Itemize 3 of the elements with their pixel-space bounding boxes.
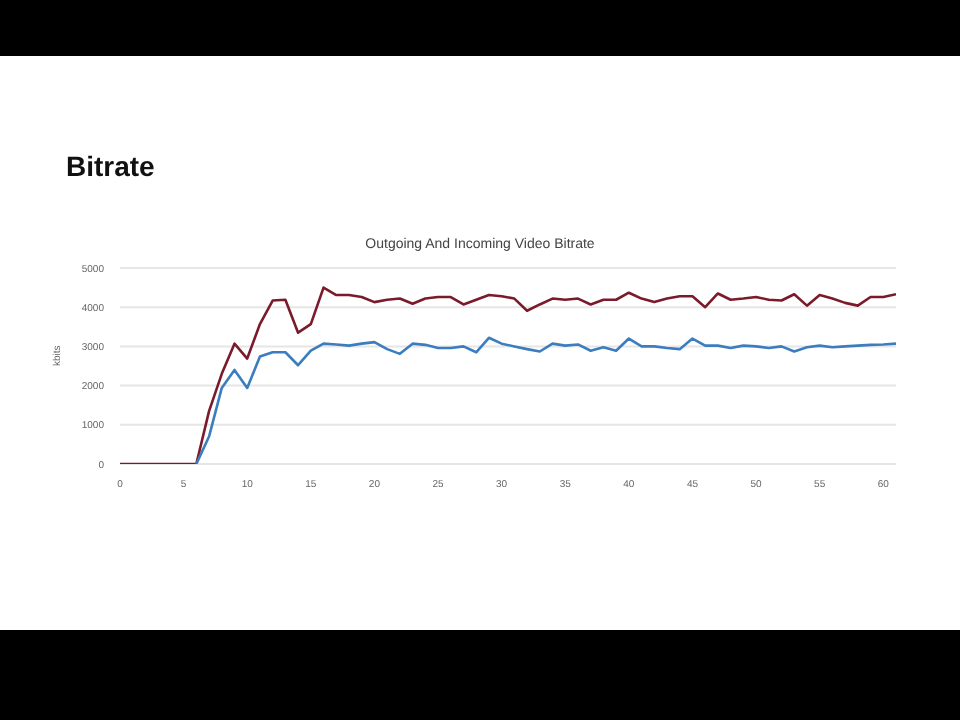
chart-title: Bitrate (66, 150, 155, 182)
line-series (195, 336, 896, 464)
line-series (120, 286, 896, 464)
